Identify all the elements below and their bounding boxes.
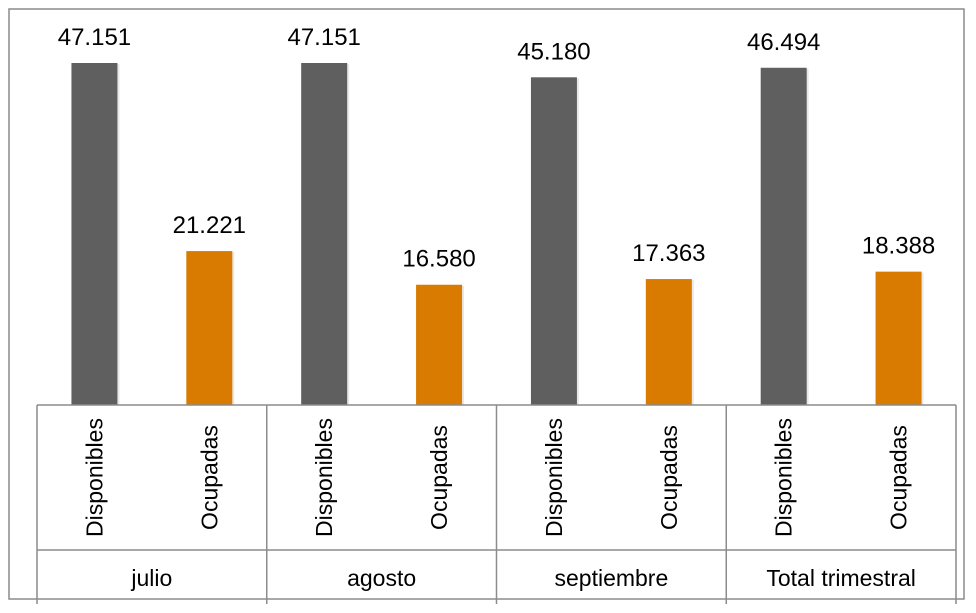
group-label: Total trimestral	[766, 565, 916, 591]
data-label: 46.494	[747, 29, 820, 56]
bar-disponibles-1	[301, 63, 348, 405]
tick-label-ocupadas: Ocupadas	[196, 425, 222, 530]
tick-label-disponibles: Disponibles	[81, 418, 107, 537]
data-label: 47.151	[287, 24, 360, 51]
bar-ocupadas-2	[645, 279, 692, 405]
tick-label-ocupadas: Ocupadas	[656, 425, 682, 530]
bar-disponibles-3	[760, 67, 807, 405]
tick-label-disponibles: Disponibles	[311, 418, 337, 537]
tick-label-ocupadas: Ocupadas	[426, 425, 452, 530]
data-label: 18.388	[862, 233, 935, 260]
tick-label-ocupadas: Ocupadas	[886, 425, 912, 530]
data-label: 17.363	[632, 240, 705, 267]
bar-ocupadas-1	[416, 284, 463, 405]
chart-border	[8, 8, 965, 600]
bar-disponibles-2	[530, 77, 577, 406]
data-label: 45.180	[517, 38, 590, 65]
group-label: agosto	[347, 565, 416, 591]
bar-ocupadas-3	[875, 271, 922, 405]
tick-label-disponibles: Disponibles	[771, 418, 797, 537]
bar-ocupadas-0	[186, 251, 233, 405]
data-label: 21.221	[173, 212, 246, 239]
tick-label-disponibles: Disponibles	[541, 418, 567, 537]
group-label: julio	[130, 565, 172, 591]
data-label: 47.151	[58, 24, 131, 51]
data-label: 16.580	[402, 246, 475, 273]
group-label: septiembre	[554, 565, 668, 591]
bar-disponibles-0	[71, 63, 118, 405]
